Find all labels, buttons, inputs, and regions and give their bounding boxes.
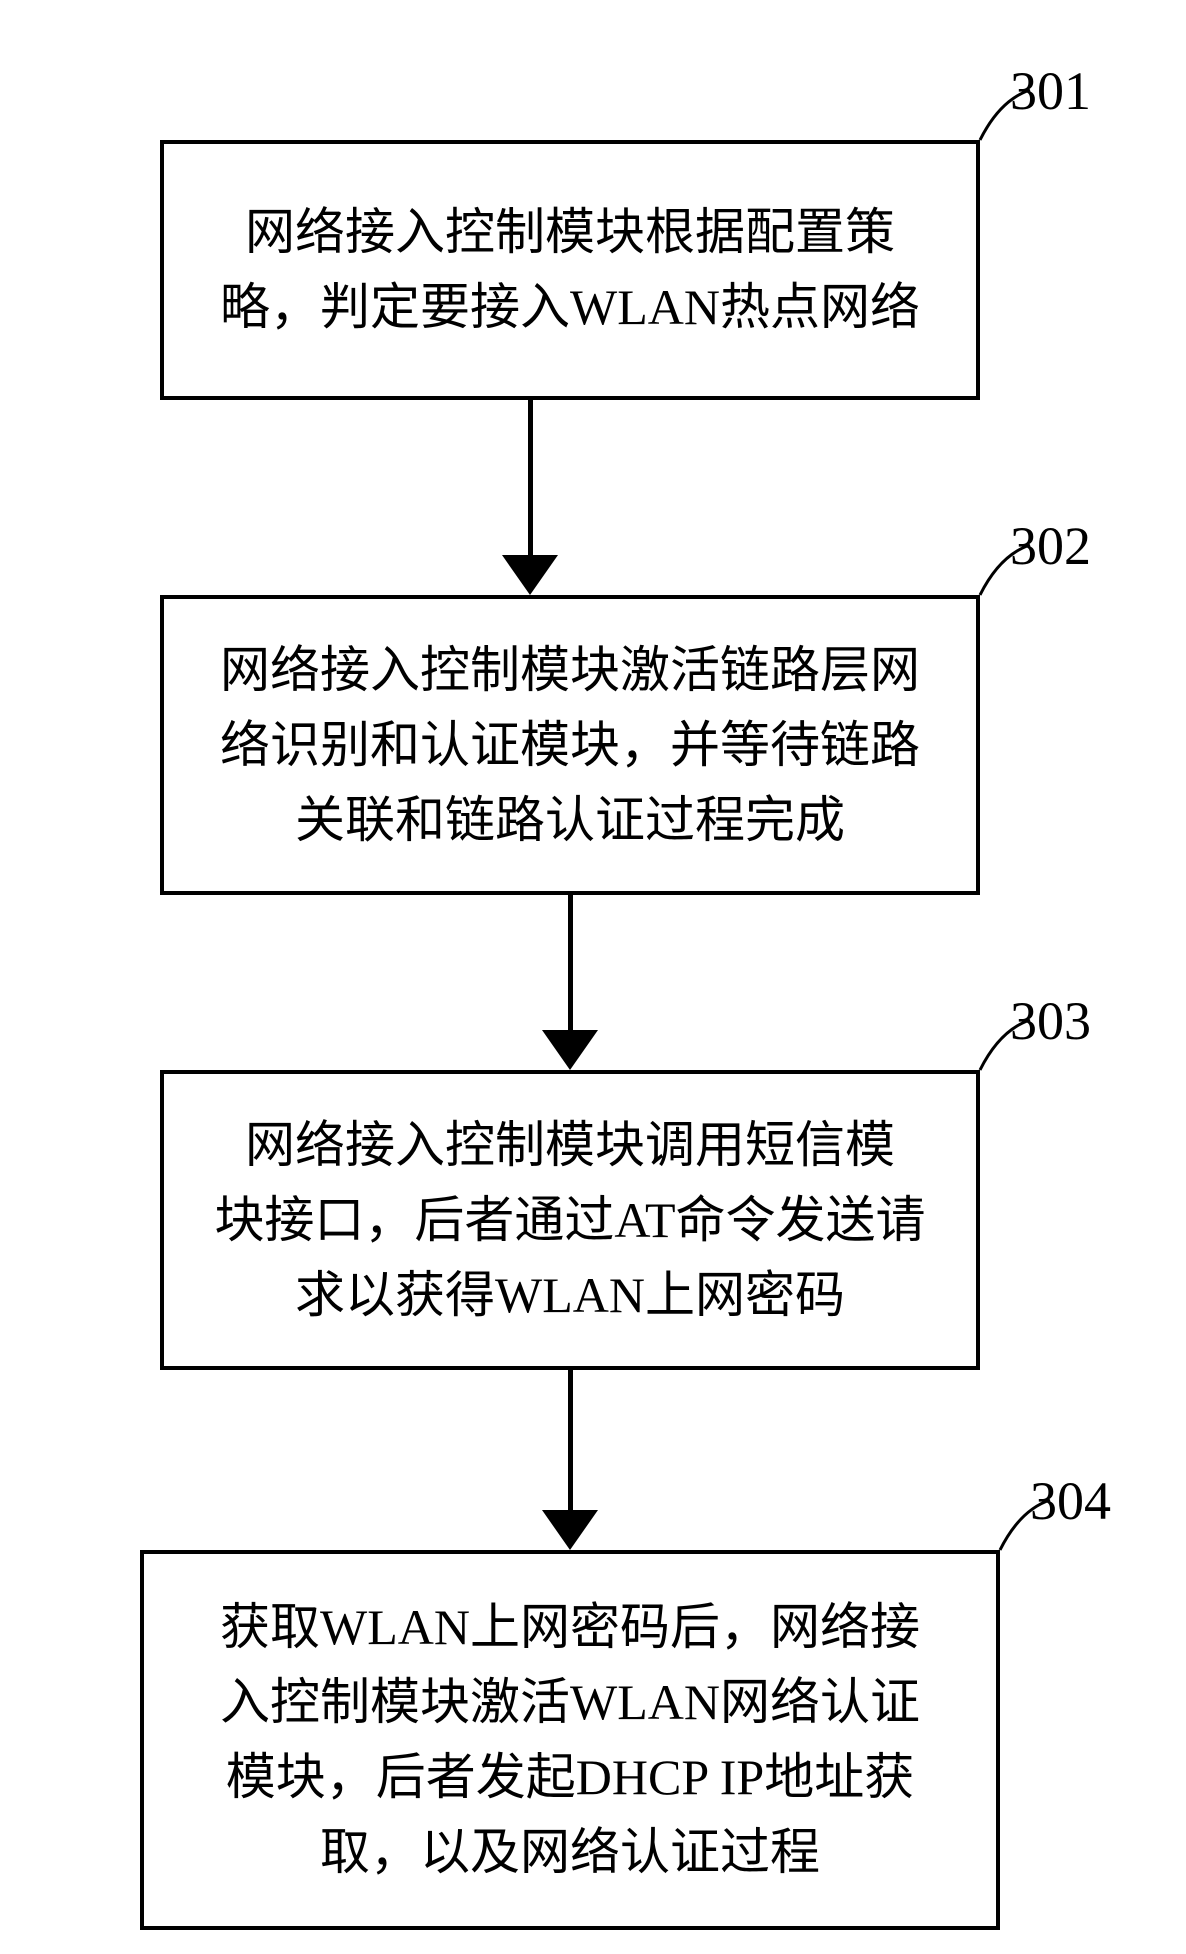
node-1-leader (970, 80, 1040, 150)
arrow-1-2-line (528, 400, 533, 555)
node-3-leader (970, 1010, 1040, 1080)
arrow-2-3-line (568, 895, 573, 1030)
arrow-1-2-head (502, 555, 558, 595)
node-2-leader (970, 535, 1040, 605)
node-4-text: 获取WLAN上网密码后，网络接 入控制模块激活WLAN网络认证 模块，后者发起D… (220, 1590, 920, 1890)
node-2-text: 网络接入控制模块激活链路层网 络识别和认证模块，并等待链路 关联和链路认证过程完… (220, 633, 920, 858)
flowchart-node-2: 网络接入控制模块激活链路层网 络识别和认证模块，并等待链路 关联和链路认证过程完… (160, 595, 980, 895)
arrow-2-3-head (542, 1030, 598, 1070)
arrow-3-4-line (568, 1370, 573, 1510)
node-4-leader (990, 1490, 1060, 1560)
flowchart-node-1: 网络接入控制模块根据配置策 略，判定要接入WLAN热点网络 (160, 140, 980, 400)
node-3-text: 网络接入控制模块调用短信模 块接口，后者通过AT命令发送请 求以获得WLAN上网… (214, 1108, 925, 1333)
flowchart-node-4: 获取WLAN上网密码后，网络接 入控制模块激活WLAN网络认证 模块，后者发起D… (140, 1550, 1000, 1930)
flowchart-node-3: 网络接入控制模块调用短信模 块接口，后者通过AT命令发送请 求以获得WLAN上网… (160, 1070, 980, 1370)
arrow-3-4-head (542, 1510, 598, 1550)
node-1-text: 网络接入控制模块根据配置策 略，判定要接入WLAN热点网络 (220, 195, 920, 345)
